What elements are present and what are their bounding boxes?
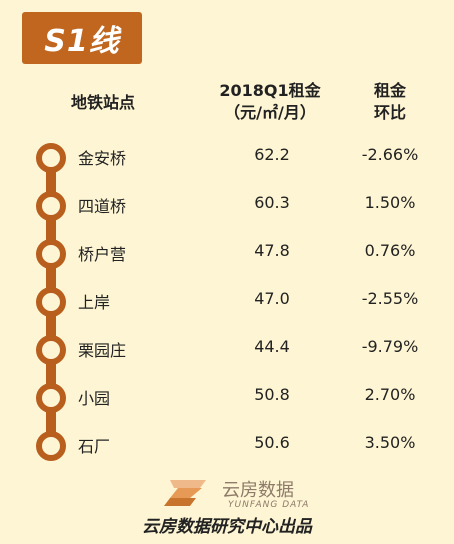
header-change: 租金 环比	[355, 80, 425, 124]
station-change: -2.66%	[361, 145, 419, 164]
station-marker-icon	[36, 143, 66, 173]
line-title-badge: S1线	[22, 12, 142, 64]
station-name: 桥户营	[78, 245, 127, 264]
header-station: 地铁站点	[70, 93, 135, 112]
station-rent: 50.8	[254, 385, 290, 404]
yunfang-logo-icon	[164, 480, 206, 506]
station-name: 石厂	[78, 437, 111, 456]
station-change: -2.55%	[361, 289, 419, 308]
station-change: 2.70%	[364, 385, 416, 404]
header-rent-line2: （元/㎡/月）	[224, 103, 316, 122]
station-marker-icon	[36, 383, 66, 413]
station-rent: 60.3	[254, 193, 290, 212]
station-marker-icon	[36, 335, 66, 365]
station-name: 小园	[78, 389, 111, 408]
station-row: 小园 50.8 2.70%	[0, 379, 454, 415]
station-name: 四道桥	[78, 197, 127, 216]
station-change: 1.50%	[364, 193, 416, 212]
station-row: 石厂 50.6 3.50%	[0, 427, 454, 463]
station-row: 金安桥 62.2 -2.66%	[0, 139, 454, 175]
station-row: 桥户营 47.8 0.76%	[0, 235, 454, 271]
station-rent: 47.8	[254, 241, 290, 260]
line-title: S1线	[44, 24, 120, 59]
station-name: 金安桥	[78, 149, 127, 168]
station-rent: 50.6	[254, 433, 290, 452]
station-rent: 47.0	[254, 289, 290, 308]
station-row: 上岸 47.0 -2.55%	[0, 283, 454, 319]
station-row: 栗园庄 44.4 -9.79%	[0, 331, 454, 367]
station-name: 上岸	[78, 293, 111, 312]
station-change: 3.50%	[364, 433, 416, 452]
logo-name-cn: 云房数据	[222, 480, 294, 501]
logo-name-en: YUNFANG DATA	[228, 500, 310, 510]
brand-logo-area: 云房数据 YUNFANG DATA 云房数据研究中心出品	[0, 470, 454, 540]
station-marker-icon	[36, 191, 66, 221]
station-row: 四道桥 60.3 1.50%	[0, 187, 454, 223]
station-rent: 44.4	[254, 337, 290, 356]
station-name: 栗园庄	[78, 341, 127, 360]
header-change-line2: 环比	[373, 103, 406, 122]
station-change: -9.79%	[361, 337, 419, 356]
header-rent-line1: 2018Q1租金	[219, 81, 321, 100]
station-change: 0.76%	[364, 241, 416, 260]
station-marker-icon	[36, 239, 66, 269]
station-marker-icon	[36, 431, 66, 461]
station-rent: 62.2	[254, 145, 290, 164]
header-change-line1: 租金	[373, 81, 406, 100]
header-rent: 2018Q1租金 （元/㎡/月）	[195, 80, 345, 124]
station-marker-icon	[36, 287, 66, 317]
footer-credit: 云房数据研究中心出品	[142, 517, 312, 537]
